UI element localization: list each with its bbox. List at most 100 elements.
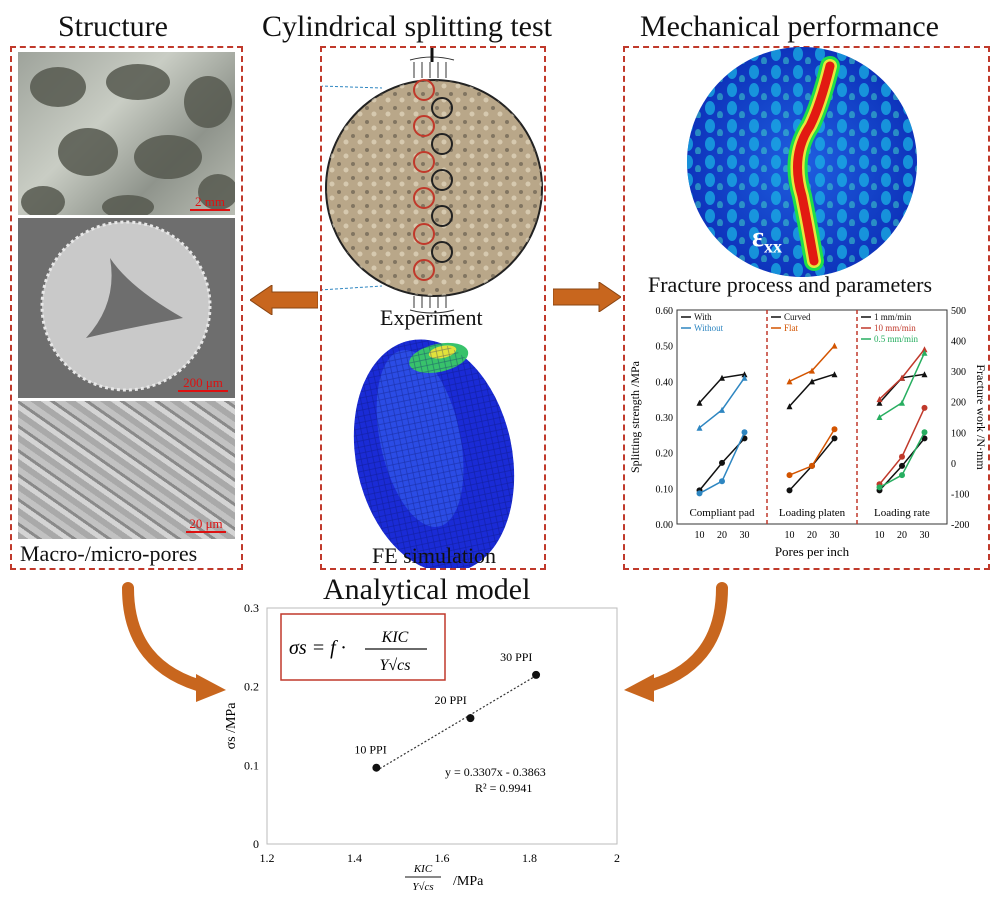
strain-field-map <box>687 47 917 277</box>
y-right-tick-label: 100 <box>951 428 966 439</box>
strut-illustration <box>40 220 212 392</box>
legend-entry: 0.5 mm/min <box>874 334 919 344</box>
strength-line <box>879 352 926 418</box>
work-point <box>831 435 838 442</box>
strength-line <box>878 348 926 400</box>
y-right-tick-label: -100 <box>951 489 969 500</box>
data-point <box>372 763 381 772</box>
formula-denominator: Y√cs <box>379 657 410 674</box>
strain-symbol-main: ε <box>752 222 764 253</box>
scale-bar-200um: 200 μm <box>178 376 228 392</box>
x-tick-label: 2 <box>614 851 620 865</box>
strength-point <box>876 399 883 406</box>
structure-title: Structure <box>58 10 168 43</box>
experiment-label: Experiment <box>380 305 483 330</box>
panel-label: Loading rate <box>874 507 930 519</box>
x-tick-label: 30 <box>740 530 750 541</box>
strength-point <box>719 406 725 413</box>
y-left-tick-label: 0.60 <box>656 306 674 317</box>
analytical-model-chart: 1.2 1.4 1.6 1.8 2 0 0.1 0.2 0.3 σs /MPa KIC Y√cs/MP… <box>224 601 620 893</box>
micro-pore-image: 20 μm <box>18 401 235 539</box>
x-tick-label: 30 <box>830 530 840 541</box>
legend-entry: 1 mm/min <box>874 312 912 322</box>
fracture-title: Fracture process and parameters <box>648 272 933 297</box>
splitting-panel <box>320 46 546 570</box>
x-axis-label: Pores per inch <box>775 544 850 559</box>
y-tick-label: 0.2 <box>244 680 259 694</box>
work-line <box>879 431 926 488</box>
work-point <box>696 490 703 497</box>
y-left-tick-label: 0.10 <box>656 484 674 495</box>
trendline <box>376 675 537 772</box>
strength-point <box>831 342 838 349</box>
work-point <box>899 453 905 460</box>
strain-symbol-sub: xx <box>763 236 782 257</box>
y-right-axis-label: Fracture work /N·mm <box>974 364 988 470</box>
work-point <box>921 404 928 411</box>
strut-cross-section-image: 200 μm <box>18 218 235 398</box>
curved-arrow-left-icon <box>122 582 226 702</box>
strength-point <box>921 349 928 356</box>
mechanical-title: Mechanical performance <box>640 10 939 43</box>
y-right-tick-label: 500 <box>951 306 966 317</box>
formula-box <box>280 613 446 681</box>
point-label: 10 PPI <box>354 743 386 757</box>
y-right-tick-label: -200 <box>951 520 969 531</box>
work-point <box>921 435 928 442</box>
structure-caption: Macro-/micro-pores <box>20 541 198 566</box>
arrow-right-icon <box>553 282 621 312</box>
data-point <box>466 714 475 723</box>
x-label-denominator: Y√cs <box>412 881 433 893</box>
x-tick-label: 20 <box>897 530 907 541</box>
strain-symbol: εxx <box>752 222 782 258</box>
x-tick-label: 30 <box>920 530 930 541</box>
work-point <box>809 462 815 469</box>
strength-point <box>786 403 793 410</box>
x-tick-label: 20 <box>717 530 727 541</box>
strength-line <box>699 377 746 429</box>
y-tick-label: 0.3 <box>244 601 259 615</box>
work-point <box>899 462 905 469</box>
legend-entry: Curved <box>784 312 811 322</box>
y-tick-label: 0 <box>253 837 259 851</box>
y-right-tick-label: 400 <box>951 337 966 348</box>
y-left-tick-label: 0.20 <box>656 449 674 460</box>
strength-point <box>876 396 883 403</box>
curved-arrow-right-icon <box>624 582 728 702</box>
y-tick-label: 0.1 <box>244 758 259 772</box>
legend-entry: With <box>694 312 712 322</box>
work-point <box>899 472 905 479</box>
strength-point <box>696 424 703 431</box>
x-axis-label: /MPa <box>453 874 484 889</box>
legend-entry: Flat <box>784 323 799 333</box>
x-label-numerator: KIC <box>413 863 433 875</box>
analytical-title: Analytical model <box>323 573 531 606</box>
legend-entry: 10 mm/min <box>874 323 916 333</box>
work-point <box>786 487 793 494</box>
strength-point <box>921 371 928 378</box>
splitting-illustration <box>322 48 543 568</box>
y-left-tick-label: 0.00 <box>656 520 674 531</box>
macro-pore-image: 2 mm <box>18 52 235 215</box>
x-tick-label: 10 <box>875 530 885 541</box>
fracture-parameters-chart: 0.000.100.200.300.400.500.60-200-1000100… <box>628 306 988 559</box>
work-point <box>921 429 928 436</box>
strength-point <box>809 378 815 385</box>
r-squared-label: R² = 0.9941 <box>475 781 532 795</box>
plot-frame <box>676 309 948 525</box>
x-tick-label: 1.6 <box>435 851 450 865</box>
y-left-tick-label: 0.40 <box>656 377 674 388</box>
x-tick-label: 1.2 <box>260 851 275 865</box>
regression-equation: y = 0.3307x - 0.3863 <box>445 765 546 779</box>
plot-frame <box>266 607 618 845</box>
formula-numerator: KIC <box>381 629 409 646</box>
arrow-left-icon <box>250 285 318 315</box>
y-axis-label: σs /MPa <box>224 702 239 750</box>
x-tick-label: 10 <box>785 530 795 541</box>
foam-structure-illustration <box>21 64 235 215</box>
strength-point <box>741 374 748 381</box>
y-left-axis-label: Splitting strength /MPa <box>628 360 642 473</box>
legend-entry: Without <box>694 323 724 333</box>
work-point <box>719 459 725 466</box>
scale-bar-20um: 20 μm <box>186 517 226 533</box>
